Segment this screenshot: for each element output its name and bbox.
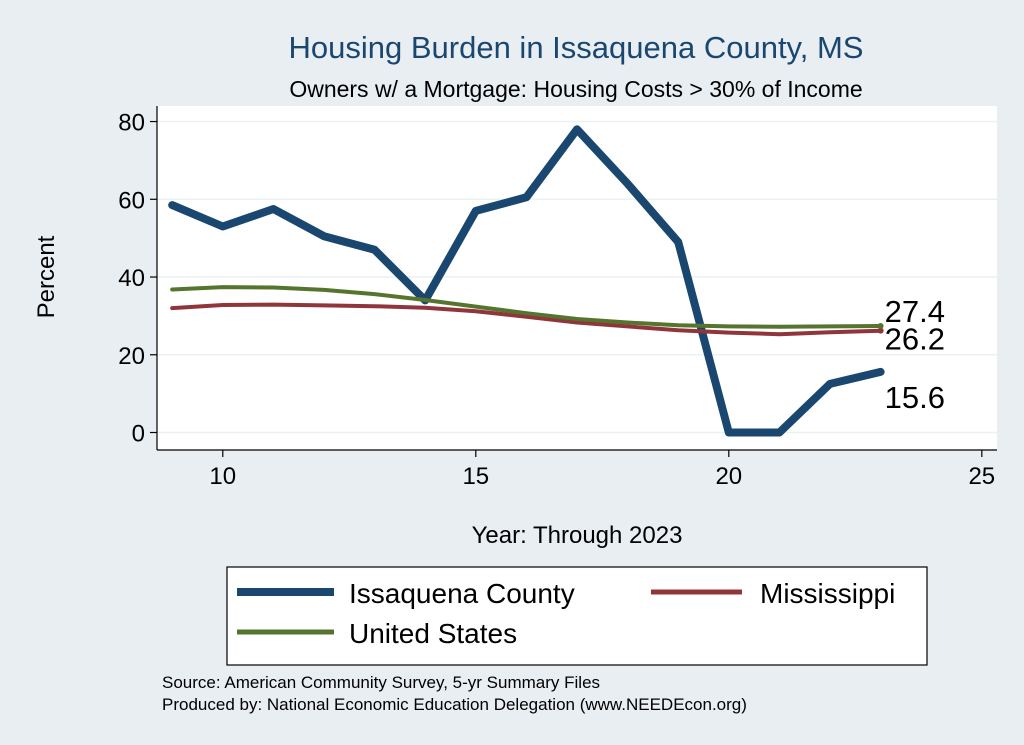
series-lines xyxy=(168,125,885,437)
tick-labels: 0 20 40 60 80 10 15 20 25 xyxy=(118,110,995,490)
y-tick-label: 0 xyxy=(132,421,145,448)
series-end-point-united-states xyxy=(877,323,884,330)
y-axis-label: Percent xyxy=(33,235,60,318)
series-end-point-mississippi xyxy=(877,327,884,334)
series-line-united-states xyxy=(170,285,883,329)
legend-box xyxy=(226,566,928,666)
grid-lines xyxy=(157,120,997,434)
end-labels: 15.6 26.227.4 xyxy=(885,294,945,415)
end-label-united-states: 27.4 xyxy=(885,294,945,329)
source-note: Source: American Community Survey, 5-yr … xyxy=(162,673,600,692)
series-end-point-issaquena-county xyxy=(877,368,884,375)
legend-label-mississippi: Mississippi xyxy=(760,578,895,609)
x-tick-label: 25 xyxy=(968,463,995,490)
chart-title: Housing Burden in Issaquena County, MS xyxy=(289,30,864,65)
end-label-mississippi: 26.2 xyxy=(885,322,945,357)
chart-subtitle: Owners w/ a Mortgage: Housing Costs > 30… xyxy=(289,76,862,102)
producer-note: Produced by: National Economic Education… xyxy=(162,695,747,714)
axes xyxy=(150,106,997,457)
x-tick-label: 20 xyxy=(715,463,742,490)
x-axis-label: Year: Through 2023 xyxy=(472,522,683,549)
x-tick-label: 10 xyxy=(209,463,236,490)
y-tick-label: 60 xyxy=(118,187,145,214)
y-tick-label: 80 xyxy=(118,110,145,137)
y-tick-label: 20 xyxy=(118,343,145,370)
plot-background xyxy=(157,106,997,450)
x-tick-label: 15 xyxy=(462,463,489,490)
y-tick-label: 40 xyxy=(118,265,145,292)
legend-label-united-states: United States xyxy=(349,618,517,649)
legend: Issaquena County Mississippi United States xyxy=(226,566,928,666)
series-line-issaquena-county xyxy=(168,125,885,437)
series-line-mississippi xyxy=(170,302,883,337)
end-label-issaquena-county: 15.6 xyxy=(885,380,945,415)
legend-label-issaquena-county: Issaquena County xyxy=(349,578,575,609)
